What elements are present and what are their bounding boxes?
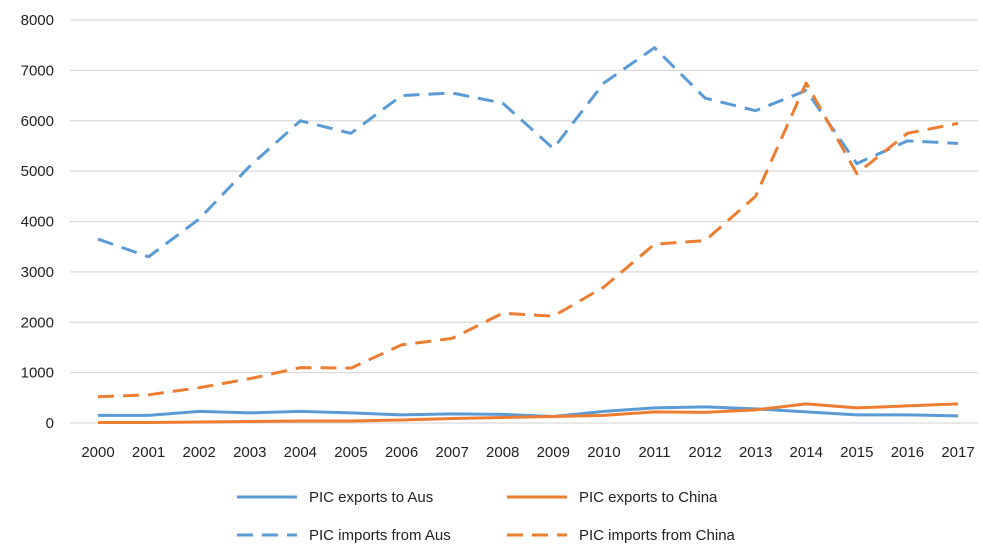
x-tick-label: 2000 — [81, 444, 114, 461]
gridlines — [70, 20, 978, 423]
x-tick-label: 2008 — [486, 444, 519, 461]
y-tick-label: 6000 — [21, 113, 54, 130]
y-axis-ticks: 0 1000 2000 3000 4000 5000 6000 7000 8000 — [21, 12, 54, 432]
legend-label: PIC exports to China — [579, 489, 718, 506]
x-tick-label: 2012 — [688, 444, 721, 461]
legend-item: PIC imports from Aus — [237, 527, 451, 544]
x-tick-label: 2004 — [284, 444, 317, 461]
legend-label: PIC imports from China — [579, 527, 736, 544]
y-tick-label: 4000 — [21, 214, 54, 231]
legend: PIC exports to Aus PIC exports to China PI… — [237, 489, 736, 544]
x-tick-label: 2007 — [435, 444, 468, 461]
x-tick-label: 2010 — [587, 444, 620, 461]
x-tick-label: 2013 — [739, 444, 772, 461]
x-tick-label: 2005 — [334, 444, 367, 461]
legend-label: PIC exports to Aus — [309, 489, 433, 506]
x-tick-label: 2009 — [537, 444, 570, 461]
x-tick-label: 2001 — [132, 444, 165, 461]
y-tick-label: 5000 — [21, 163, 54, 180]
x-tick-label: 2016 — [891, 444, 924, 461]
legend-item: PIC exports to China — [507, 489, 718, 506]
series-lines — [98, 48, 958, 423]
legend-item: PIC imports from China — [507, 527, 736, 544]
x-tick-label: 2017 — [941, 444, 974, 461]
x-tick-label: 2014 — [790, 444, 823, 461]
y-tick-label: 2000 — [21, 314, 54, 331]
x-axis-ticks: 2000 2001 2002 2003 2004 2005 2006 2007 2008 2009… — [81, 444, 974, 461]
x-tick-label: 2011 — [638, 444, 670, 461]
y-tick-label: 0 — [46, 415, 54, 432]
series-line-2 — [98, 48, 958, 257]
series-line-3 — [98, 83, 958, 397]
legend-item: PIC exports to Aus — [237, 489, 433, 506]
y-tick-label: 7000 — [21, 62, 54, 79]
y-tick-label: 8000 — [21, 12, 54, 29]
series-line-0 — [98, 407, 958, 417]
x-tick-label: 2006 — [385, 444, 418, 461]
x-tick-label: 2003 — [233, 444, 266, 461]
legend-label: PIC imports from Aus — [309, 527, 451, 544]
x-tick-label: 2002 — [182, 444, 215, 461]
y-tick-label: 3000 — [21, 264, 54, 281]
y-tick-label: 1000 — [21, 365, 54, 382]
x-tick-label: 2015 — [840, 444, 873, 461]
